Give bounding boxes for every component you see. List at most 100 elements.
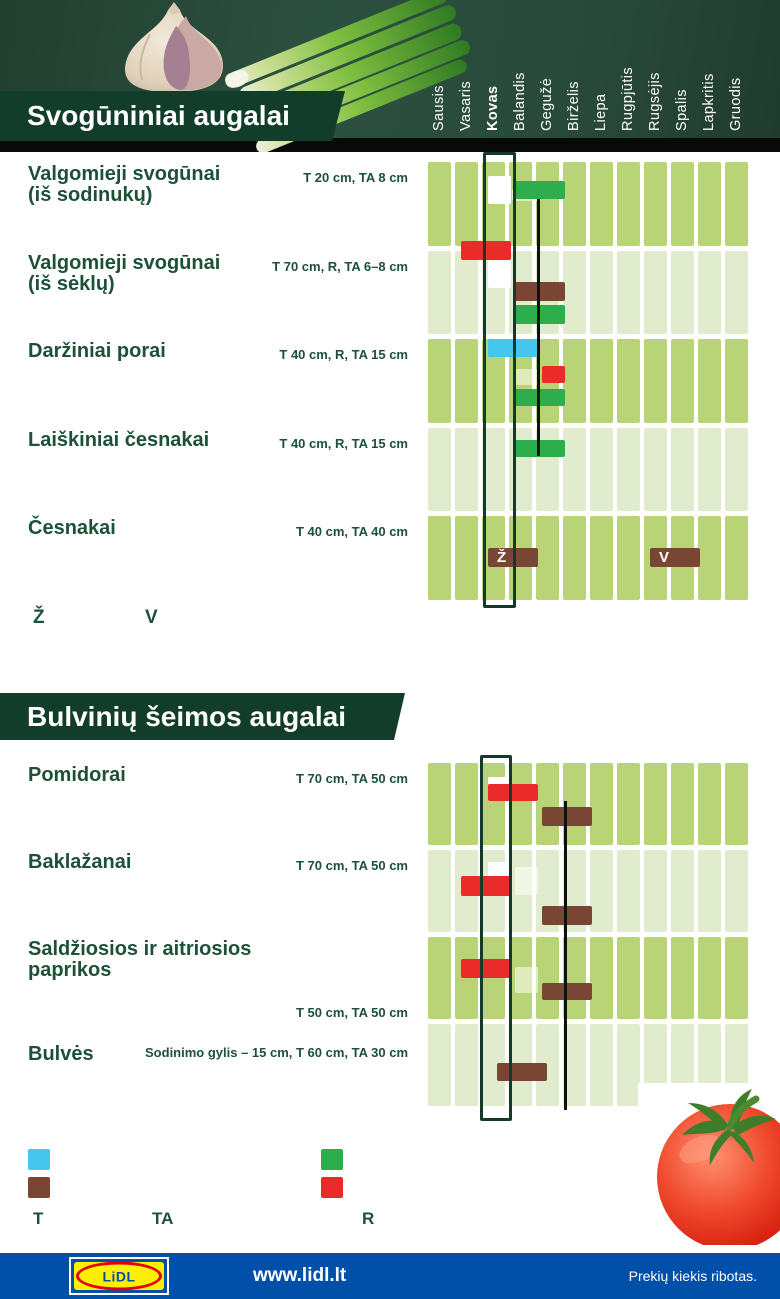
calendar-bar (455, 516, 478, 600)
plant-name-line: Laiškiniai česnakai (28, 428, 210, 451)
marker-green (515, 389, 565, 407)
legend-swatch-brown (28, 1177, 50, 1198)
lidl-logo: LiDL (69, 1257, 169, 1295)
calendar-bar (455, 339, 478, 423)
calendar-bar (455, 427, 478, 512)
calendar-bar (725, 162, 748, 246)
calendar-bar (698, 763, 721, 845)
calendar-bar (644, 339, 667, 423)
current-month-highlight-1 (483, 152, 516, 608)
plant-spec: T 70 cm, TA 50 cm (296, 771, 408, 786)
calendar-bar (590, 937, 613, 1019)
calendar-bar (428, 937, 451, 1019)
calendar-bar (698, 937, 721, 1019)
calendar-bar (617, 427, 640, 512)
calendar-bar (698, 516, 721, 600)
plant-name: Laiškiniai česnakai (28, 428, 328, 451)
month-label-12: Gruodis (728, 77, 744, 131)
calendar-bar (617, 516, 640, 600)
legend-letter-v: V (145, 607, 158, 628)
plant-name-line: Saldžiosios ir aitriosios paprikos (28, 938, 252, 981)
calendar-bar (698, 850, 721, 932)
plant-spec: T 70 cm, R, TA 6–8 cm (272, 258, 408, 274)
calendar-bar (428, 763, 451, 845)
header-divider-band (0, 138, 780, 152)
calendar-bar (428, 850, 451, 932)
footer-bar: LiDL www.lidl.lt Prekių kiekis ribotas. (0, 1253, 780, 1299)
calendar-bar (455, 937, 478, 1019)
legend-label-r: R (362, 1209, 375, 1228)
calendar-bar (590, 763, 613, 845)
plant-name: Daržiniai porai (28, 341, 328, 362)
calendar-bar (644, 763, 667, 845)
tomato-photo (638, 1083, 780, 1245)
calendar-bar (428, 516, 451, 600)
marker-red (461, 240, 511, 260)
section-1-banner: Svogūniniai augalai (0, 91, 345, 141)
marker-green (515, 181, 565, 199)
calendar-bar (455, 250, 478, 335)
section-2-title: Bulvinių šeimos augalai (27, 700, 346, 732)
plant-spec: T 40 cm, TA 40 cm (296, 524, 408, 540)
calendar-bar (563, 250, 586, 335)
calendar-bar (725, 937, 748, 1019)
calendar-bar (455, 1024, 478, 1106)
plant-name-line: Valgomieji svogūnai (28, 251, 221, 274)
plant-name-line: Bulvės (28, 1043, 94, 1065)
section-2-banner: Bulvinių šeimos augalai (0, 693, 405, 740)
lidl-logo-square: LiDL (74, 1261, 164, 1291)
calendar-bar (698, 339, 721, 423)
month-label-11: Lapkritis (701, 73, 717, 131)
legend-label-ta: TA (152, 1209, 174, 1228)
plant-name-line: Česnakai (28, 517, 116, 540)
month-label-10: Spalis (674, 89, 690, 131)
calendar-bar (428, 250, 451, 335)
calendar-bar (617, 763, 640, 845)
marker-red (542, 366, 565, 384)
calendar-bar (671, 339, 694, 423)
calendar-bar (455, 162, 478, 246)
month-label-5: Gegužė (539, 77, 555, 131)
calendar-bar (671, 250, 694, 335)
plant-spec: T 20 cm, TA 8 cm (303, 170, 408, 185)
calendar-bar (482, 1024, 505, 1106)
plant-name: Bulvės (28, 1044, 328, 1065)
calendar-bar (428, 162, 451, 246)
marker-white (488, 259, 511, 288)
calendar-bar (617, 162, 640, 246)
legend-swatch-red (321, 1177, 343, 1198)
calendar-bar (482, 427, 505, 512)
marker-red (461, 959, 511, 978)
calendar-bar (455, 763, 478, 845)
calendar-bar (590, 516, 613, 600)
calendar-bar (725, 850, 748, 932)
marker-pale (515, 967, 538, 993)
calendar-bar (590, 162, 613, 246)
calendar-bar (563, 339, 586, 423)
calendar-bar (563, 516, 586, 600)
calendar-bar (698, 427, 721, 512)
calendar-bar (617, 250, 640, 335)
month-label-1: Sausis (431, 85, 447, 131)
calendar-bar (590, 250, 613, 335)
plant-name-line: Valgomieji svogūnai (28, 163, 221, 185)
marker-brown (515, 281, 565, 301)
calendar-bar (536, 763, 559, 845)
legend-swatch-cyan (28, 1149, 50, 1170)
calendar-bar (428, 339, 451, 423)
calendar-bar (725, 763, 748, 845)
marker-red (488, 784, 538, 801)
plant-name: Česnakai (28, 518, 328, 539)
calendar-bar (644, 937, 667, 1019)
website-link[interactable]: www.lidl.lt (253, 1265, 347, 1286)
calendar-bar (617, 850, 640, 932)
calendar-bar (725, 339, 748, 423)
plant-name-line: Baklažanai (28, 851, 132, 873)
calendar-bar (725, 516, 748, 600)
calendar-bar (617, 1024, 640, 1106)
calendar-bar (671, 162, 694, 246)
calendar-bar (617, 937, 640, 1019)
calendar-bar (671, 427, 694, 512)
plant-name-line: (iš sėklų) (28, 272, 115, 295)
marker-green (515, 439, 565, 457)
